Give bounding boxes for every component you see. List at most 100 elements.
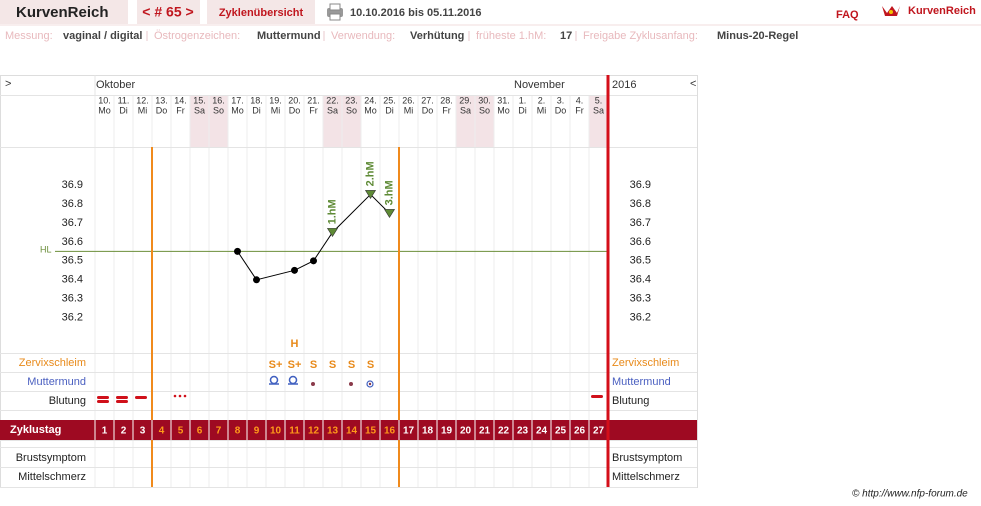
printer-icon[interactable] xyxy=(327,3,343,21)
overview-link[interactable]: Zyklenübersicht xyxy=(219,7,304,19)
date-label: 1. xyxy=(519,95,527,105)
date-label: 11. xyxy=(118,95,130,105)
y-tick-label: 36.9 xyxy=(62,179,83,191)
cycle-day: 18 xyxy=(422,426,434,437)
cycle-day: 20 xyxy=(460,426,472,437)
info-label: Freigabe Zyklusanfang: xyxy=(583,30,698,42)
copyright: © http://www.nfp-forum.de xyxy=(852,489,968,500)
cervix-extra: H xyxy=(291,338,299,350)
weekday-label: Di xyxy=(385,105,394,115)
weekday-label: So xyxy=(479,105,490,115)
temperature-point xyxy=(253,276,260,284)
cervix-label: Zervixschleim xyxy=(19,357,86,369)
info-label: Messung: xyxy=(5,30,53,42)
weekend-shade xyxy=(323,95,342,147)
weekday-label: Sa xyxy=(327,105,338,115)
cervix-symbol: S xyxy=(348,359,355,371)
weekend-shade xyxy=(342,95,361,147)
cycle-day: 10 xyxy=(270,426,282,437)
date-label: 17. xyxy=(231,95,244,105)
cycle-day: 27 xyxy=(593,426,605,437)
cycle-day: 9 xyxy=(254,426,260,437)
weekend-shade xyxy=(456,95,475,147)
info-label: früheste 1.hM: xyxy=(476,30,546,42)
weekday-label: Sa xyxy=(194,105,205,115)
y2-tick-label: 36.7 xyxy=(630,217,651,229)
cycle-day: 26 xyxy=(574,426,586,437)
hm-point xyxy=(383,209,396,218)
bleeding-label: Blutung xyxy=(49,395,86,407)
cycle-day: 23 xyxy=(517,426,529,437)
mittel-label: Mittelschmerz xyxy=(18,471,86,483)
cycle-day: 17 xyxy=(403,426,415,437)
weekday-label: Do xyxy=(156,105,168,115)
cycle-nav-box[interactable] xyxy=(137,0,200,24)
logo-text: KurvenReich xyxy=(908,5,976,17)
os-icons xyxy=(269,375,374,388)
info-value: vaginal / digital xyxy=(63,30,142,42)
app-tab xyxy=(0,0,128,24)
weekday-label: Sa xyxy=(593,105,604,115)
date-label: 21. xyxy=(307,95,320,105)
weekend-shade xyxy=(190,95,209,147)
info-label: Östrogenzeichen: xyxy=(154,30,240,42)
weekday-label: Fr xyxy=(575,105,584,115)
breast-label-right: Brustsymptom xyxy=(612,452,682,464)
nav-next[interactable]: < xyxy=(690,78,696,90)
cycle-nav[interactable]: < # 65 > xyxy=(142,4,193,20)
temperature-line xyxy=(237,193,390,281)
weekday-label: Mo xyxy=(98,105,111,115)
date-label: 20. xyxy=(288,95,301,105)
date-label: 24. xyxy=(364,95,377,105)
cycle-day: 11 xyxy=(289,426,300,437)
cervix-label-right: Zervixschleim xyxy=(612,357,679,369)
mittel-label-right: Mittelschmerz xyxy=(612,471,680,483)
date-label: 2. xyxy=(538,95,546,105)
date-label: 18. xyxy=(250,95,263,105)
weekday-label: Fr xyxy=(442,105,451,115)
date-label: 4. xyxy=(576,95,584,105)
year-label: 2016 xyxy=(612,79,636,91)
date-label: 31. xyxy=(497,95,510,105)
date-range: 10.10.2016 bis 05.11.2016 xyxy=(350,7,482,19)
cervix-symbol: S xyxy=(329,359,336,371)
weekday-label: Mi xyxy=(138,105,148,115)
date-label: 5. xyxy=(595,95,603,105)
hm-label: 2.hM xyxy=(364,161,376,186)
cycle-day: 19 xyxy=(441,426,453,437)
date-label: 12. xyxy=(136,95,149,105)
weekday-label: So xyxy=(213,105,224,115)
y-tick-label: 36.8 xyxy=(62,198,83,210)
weekday-label: Di xyxy=(252,105,261,115)
cervix-symbol: S xyxy=(310,359,317,371)
weekday-label: Mi xyxy=(404,105,414,115)
hm-point xyxy=(364,190,377,199)
weekday-label: Mo xyxy=(497,105,510,115)
cycle-day: 3 xyxy=(140,426,146,437)
os-label-right: Muttermund xyxy=(612,376,671,388)
cycle-day: 14 xyxy=(346,426,358,437)
cycle-day: 21 xyxy=(479,426,491,437)
cycle-day: 6 xyxy=(197,426,203,437)
y2-tick-label: 36.4 xyxy=(630,274,651,286)
cervix-symbol: S xyxy=(367,359,374,371)
date-label: 15. xyxy=(193,95,206,105)
logo-icon xyxy=(882,6,900,16)
info-value: Verhütung xyxy=(410,30,464,42)
info-value: Minus-20-Regel xyxy=(717,30,798,42)
weekday-label: Mo xyxy=(231,105,244,115)
y-tick-label: 36.2 xyxy=(62,312,83,324)
date-label: 22. xyxy=(326,95,339,105)
weekday-label: Mo xyxy=(364,105,377,115)
weekday-label: Mi xyxy=(537,105,547,115)
weekday-label: Di xyxy=(119,105,128,115)
overview-tab[interactable] xyxy=(207,0,315,24)
hm-label: 1.hM xyxy=(326,199,338,224)
y-tick-label: 36.3 xyxy=(62,293,83,305)
y-tick-label: 36.5 xyxy=(62,255,83,267)
y2-tick-label: 36.8 xyxy=(630,198,651,210)
weekday-label: Mi xyxy=(271,105,281,115)
cervix-symbol: S+ xyxy=(288,359,302,371)
faq-link[interactable]: FAQ xyxy=(836,9,859,21)
nav-prev[interactable]: > xyxy=(5,78,11,90)
